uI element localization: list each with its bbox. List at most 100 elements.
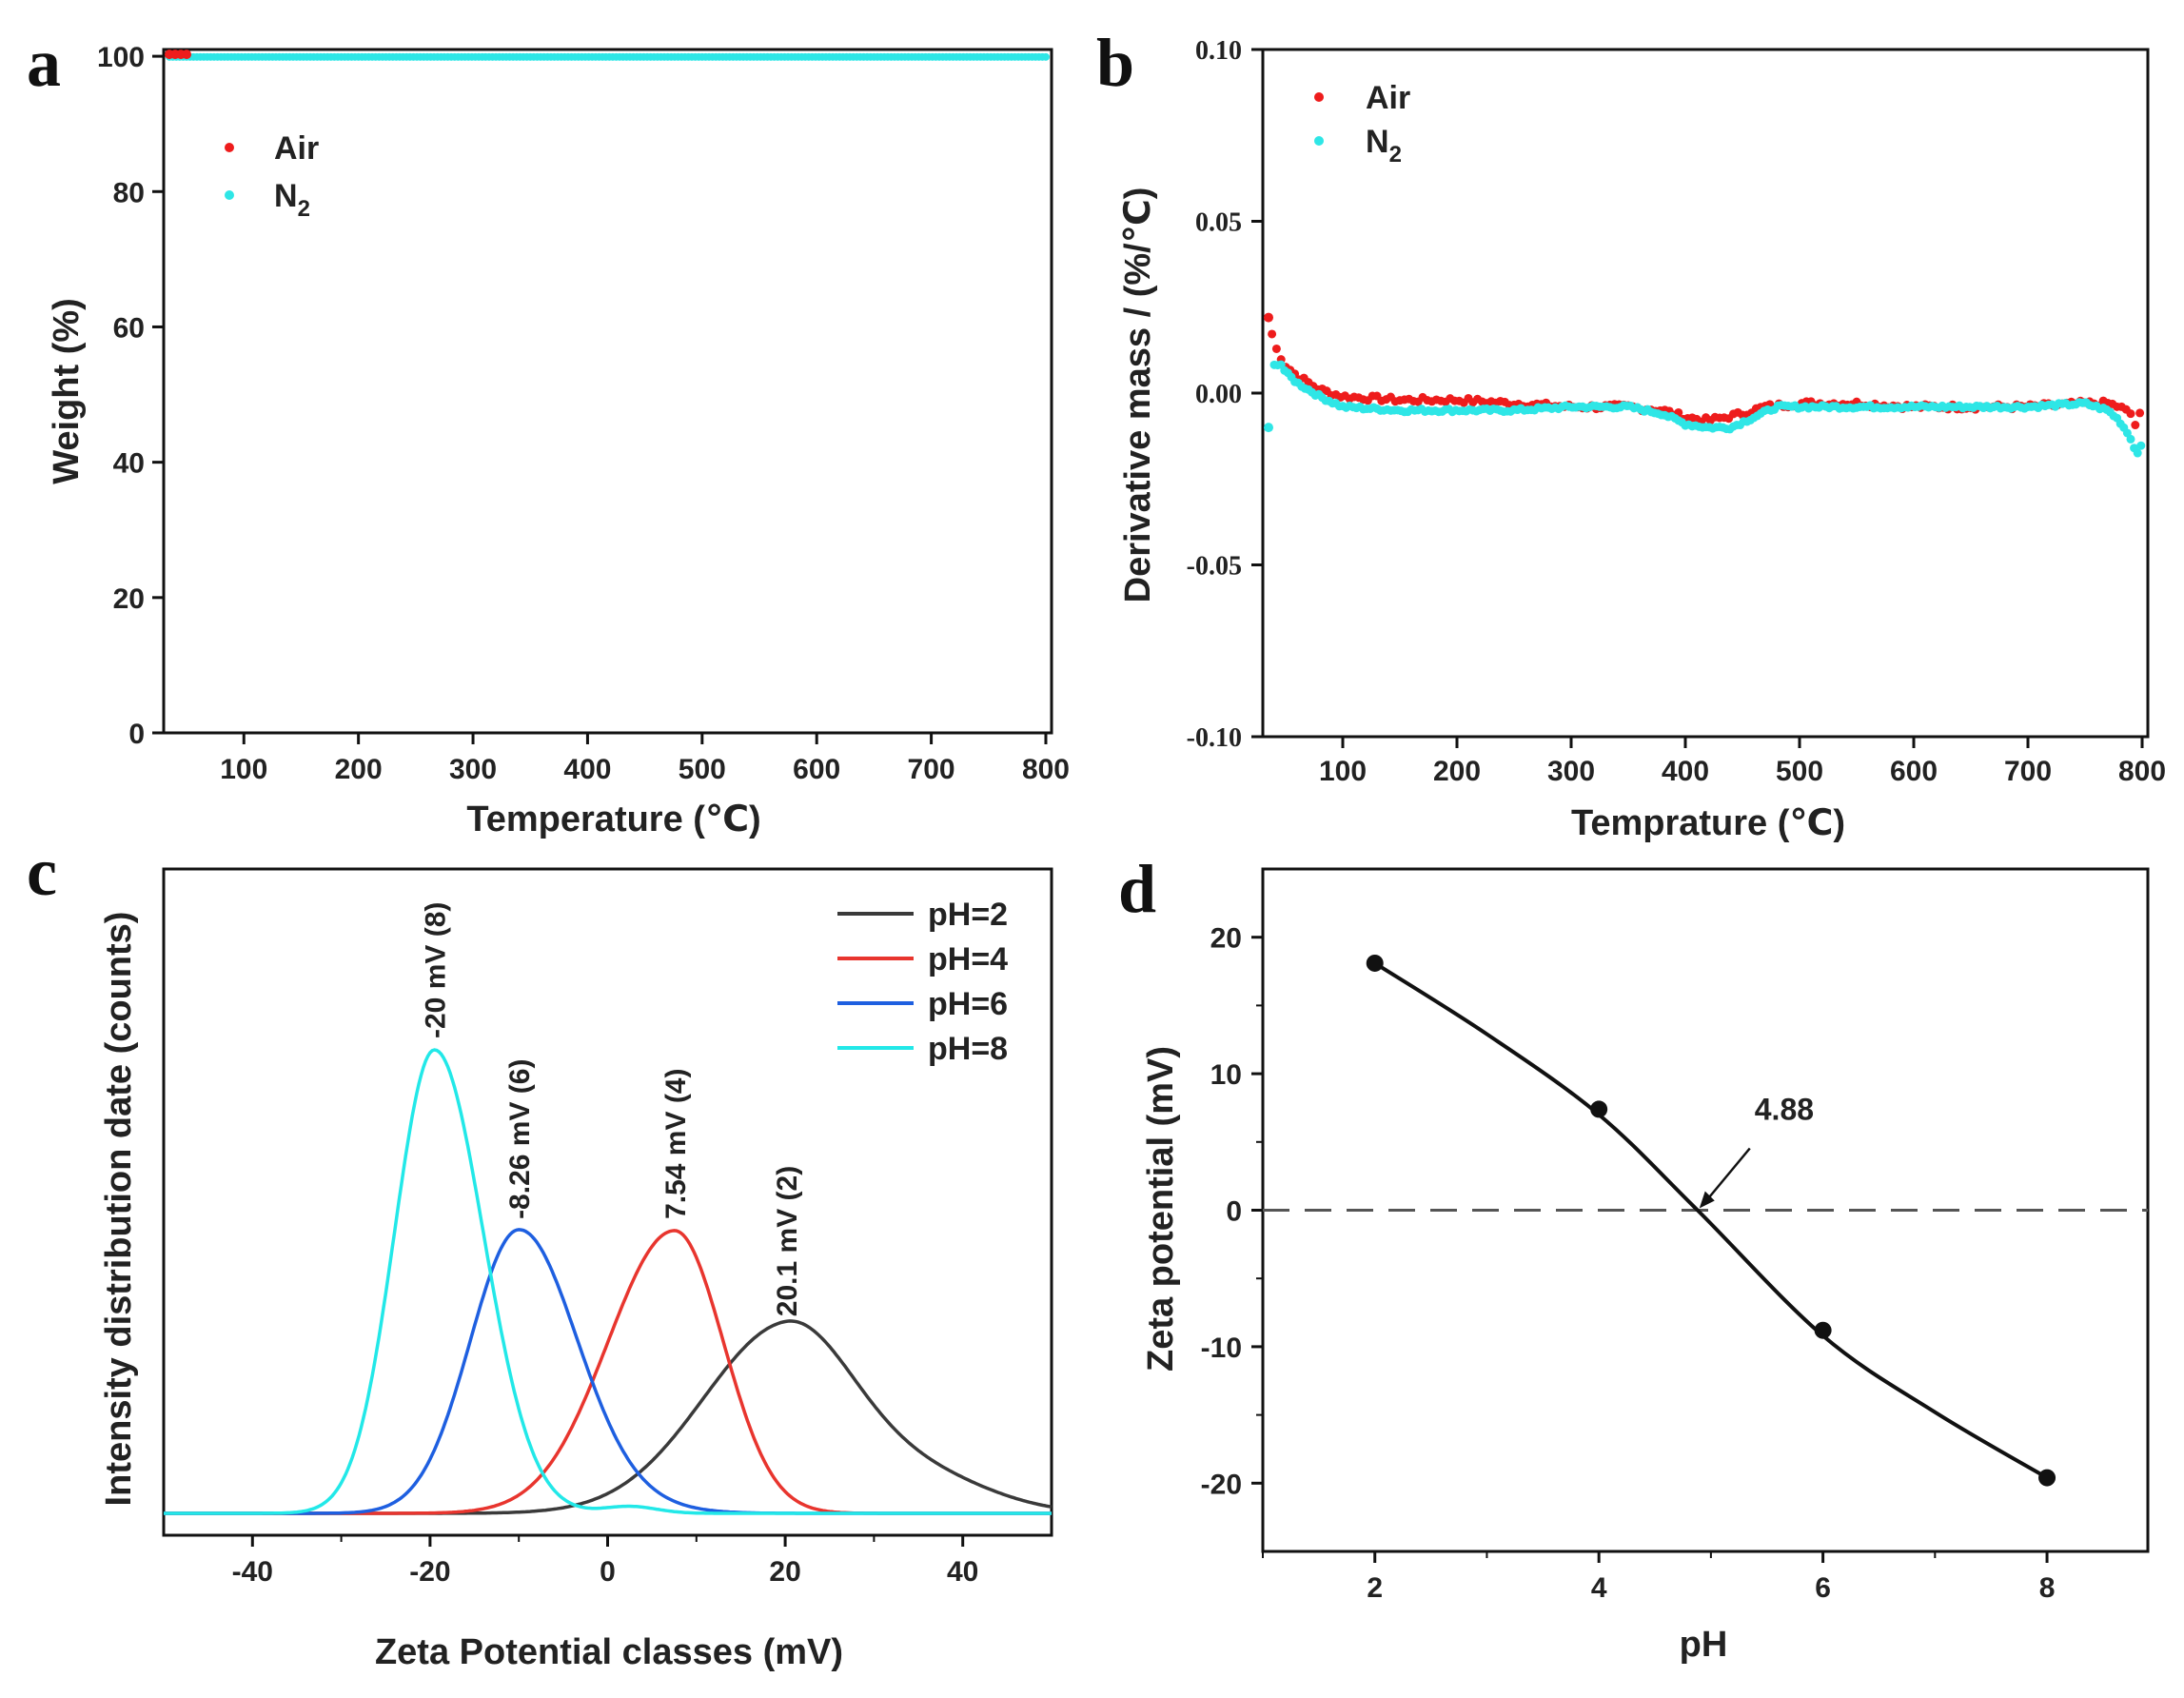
x-axis-label-d: pH — [1680, 1625, 1728, 1665]
data-point-d — [1814, 1321, 1832, 1339]
y-tick-label-d--10: -10 — [1201, 1333, 1242, 1364]
point-air-b — [2131, 421, 2140, 430]
x-axis-label-b: Temprature (℃) — [1571, 803, 1845, 843]
panel-letter-c: c — [27, 834, 57, 910]
point-air-b — [1268, 329, 1277, 339]
annotation-arrow-line — [1702, 1147, 1751, 1206]
point-air-b — [2135, 408, 2145, 418]
legend-b: Air N2 — [1314, 80, 1410, 168]
peak-label: 20.1 mV (2) — [772, 1166, 803, 1316]
y-tick-label-b: -0.05 — [1187, 552, 1242, 582]
x-tick-label-b-800: 800 — [2118, 756, 2166, 787]
legend-n-b: N — [1366, 124, 1389, 160]
marks-a — [165, 49, 1050, 61]
data-point-d — [1590, 1100, 1608, 1118]
legend-label-pH4: pH=4 — [928, 941, 1008, 977]
y-tick-label-b: 0.05 — [1195, 208, 1242, 238]
point-n2-b — [2126, 434, 2135, 444]
x-tick-label-c--20: -20 — [409, 1556, 450, 1588]
peak-label: -20 mV (8) — [421, 902, 452, 1038]
y-tick-label-a-100: 100 — [97, 42, 145, 73]
x-tick-label-a-700: 700 — [908, 754, 955, 785]
data-point-d — [2038, 1469, 2056, 1487]
y-tick-label-d-20: 20 — [1210, 923, 1242, 955]
x-tick-label-d-4: 4 — [1591, 1572, 1607, 1604]
x-tick-label-b-300: 300 — [1547, 756, 1595, 787]
legend-label-n2-a: N2 — [274, 178, 310, 222]
marks-d: 4.88 — [1263, 954, 2148, 1487]
plot-frame-c — [162, 867, 1053, 1537]
point-n2-b — [2136, 441, 2146, 450]
x-ticks-d: 2 4 6 8 — [1262, 1551, 2056, 1604]
x-axis-label-a: Temperature (℃) — [466, 800, 760, 839]
curve-pH8 — [164, 1048, 1052, 1515]
peak-label: 7.54 mV (4) — [660, 1069, 692, 1219]
curve-pH4 — [164, 1229, 1052, 1515]
fit-curve — [1373, 961, 2049, 1480]
y-tick-label-b: 0.00 — [1195, 380, 1242, 409]
point-n2-b — [1264, 423, 1273, 433]
panel-letter-d: d — [1118, 851, 1156, 927]
x-ticks-a: 100 200 300 400 500 600 700 800 — [220, 733, 1070, 785]
legend-label-pH8: pH=8 — [928, 1031, 1008, 1067]
legend-marker-air-b — [1314, 92, 1324, 102]
y-ticks-d: -20 -10 0 10 20 — [1201, 923, 1263, 1500]
y-tick-label-d-0: 0 — [1226, 1196, 1242, 1228]
x-tick-label-c-40: 40 — [947, 1556, 978, 1588]
annotation-arrow-head — [1699, 1191, 1715, 1209]
legend-c: pH=2 pH=4 pH=6 pH=8 — [837, 897, 1008, 1067]
y-axis-label-b: Derivative mass / (%/℃) — [1118, 188, 1158, 603]
y-tick-label-a-40: 40 — [113, 448, 145, 480]
x-tick-label-a-200: 200 — [335, 754, 383, 785]
x-tick-label-c-20: 20 — [769, 1556, 800, 1588]
x-tick-label-a-300: 300 — [449, 754, 497, 785]
x-tick-label-b-200: 200 — [1433, 756, 1481, 787]
plot-frame-a — [162, 48, 1053, 735]
point-n2-a — [1041, 52, 1050, 61]
y-tick-label-a-80: 80 — [113, 177, 145, 208]
panel-b: b -0.10 -0.05 0.00 0.05 0.10 100 200 300 400 500… — [1096, 25, 2166, 843]
legend-marker-n2-a — [225, 190, 234, 200]
x-tick-label-d-2: 2 — [1367, 1572, 1383, 1604]
marks-b — [1264, 312, 2146, 458]
panel-d: d -20 -10 0 10 20 2 4 6 8 4.88 Zeta potential (… — [1118, 851, 2150, 1665]
y-tick-label-a-60: 60 — [113, 312, 145, 344]
peak-labels-c: -20 mV (8) -8.26 mV (6) 7.54 mV (4) 20.1 mV… — [421, 902, 803, 1317]
x-tick-label-d-6: 6 — [1815, 1572, 1831, 1604]
legend-label-n2-b: N2 — [1366, 124, 1402, 168]
panel-c: c -40 -20 0 20 40 -20 mV (8) -8.26 mV (6) 7.54… — [27, 834, 1053, 1672]
y-tick-label-a-20: 20 — [113, 583, 145, 615]
x-tick-label-a-500: 500 — [679, 754, 726, 785]
x-ticks-b: 100 200 300 400 500 600 700 800 — [1319, 737, 2166, 787]
data-point-d — [1366, 954, 1384, 972]
y-axis-label-d: Zeta potential (mV) — [1141, 1046, 1181, 1372]
x-tick-label-a-400: 400 — [563, 754, 611, 785]
curve-pH6 — [164, 1228, 1052, 1515]
y-tick-label-b: 0.10 — [1195, 36, 1242, 66]
point-air-b — [1271, 344, 1281, 353]
panel-letter-b: b — [1096, 25, 1134, 101]
annotation-isoelectric-point: 4.88 — [1755, 1093, 1814, 1127]
y-ticks-b: -0.10 -0.05 0.00 0.05 0.10 — [1187, 36, 1263, 753]
curves-c — [164, 1048, 1053, 1515]
x-ticks-c: -40 -20 0 20 40 — [232, 1535, 978, 1588]
point-n2-b — [2133, 448, 2142, 458]
peak-label: -8.26 mV (6) — [504, 1059, 536, 1219]
x-tick-label-b-500: 500 — [1776, 756, 1823, 787]
x-tick-label-c--40: -40 — [232, 1556, 273, 1588]
x-tick-label-b-700: 700 — [2004, 756, 2052, 787]
legend-label-air-b: Air — [1366, 80, 1410, 116]
y-axis-label-a: Weight (%) — [47, 298, 87, 484]
legend-label-pH2: pH=2 — [928, 897, 1008, 933]
point-air-a — [182, 49, 192, 60]
x-tick-label-b-100: 100 — [1319, 756, 1367, 787]
y-ticks-a: 0 20 40 60 80 100 — [97, 42, 164, 750]
legend-label-pH6: pH=6 — [928, 986, 1008, 1022]
y-axis-label-c: Intensity distribution date (counts) — [99, 912, 139, 1507]
x-tick-label-b-400: 400 — [1662, 756, 1709, 787]
x-tick-label-a-600: 600 — [793, 754, 840, 785]
x-tick-label-a-100: 100 — [220, 754, 267, 785]
x-tick-label-d-8: 8 — [2039, 1572, 2056, 1604]
